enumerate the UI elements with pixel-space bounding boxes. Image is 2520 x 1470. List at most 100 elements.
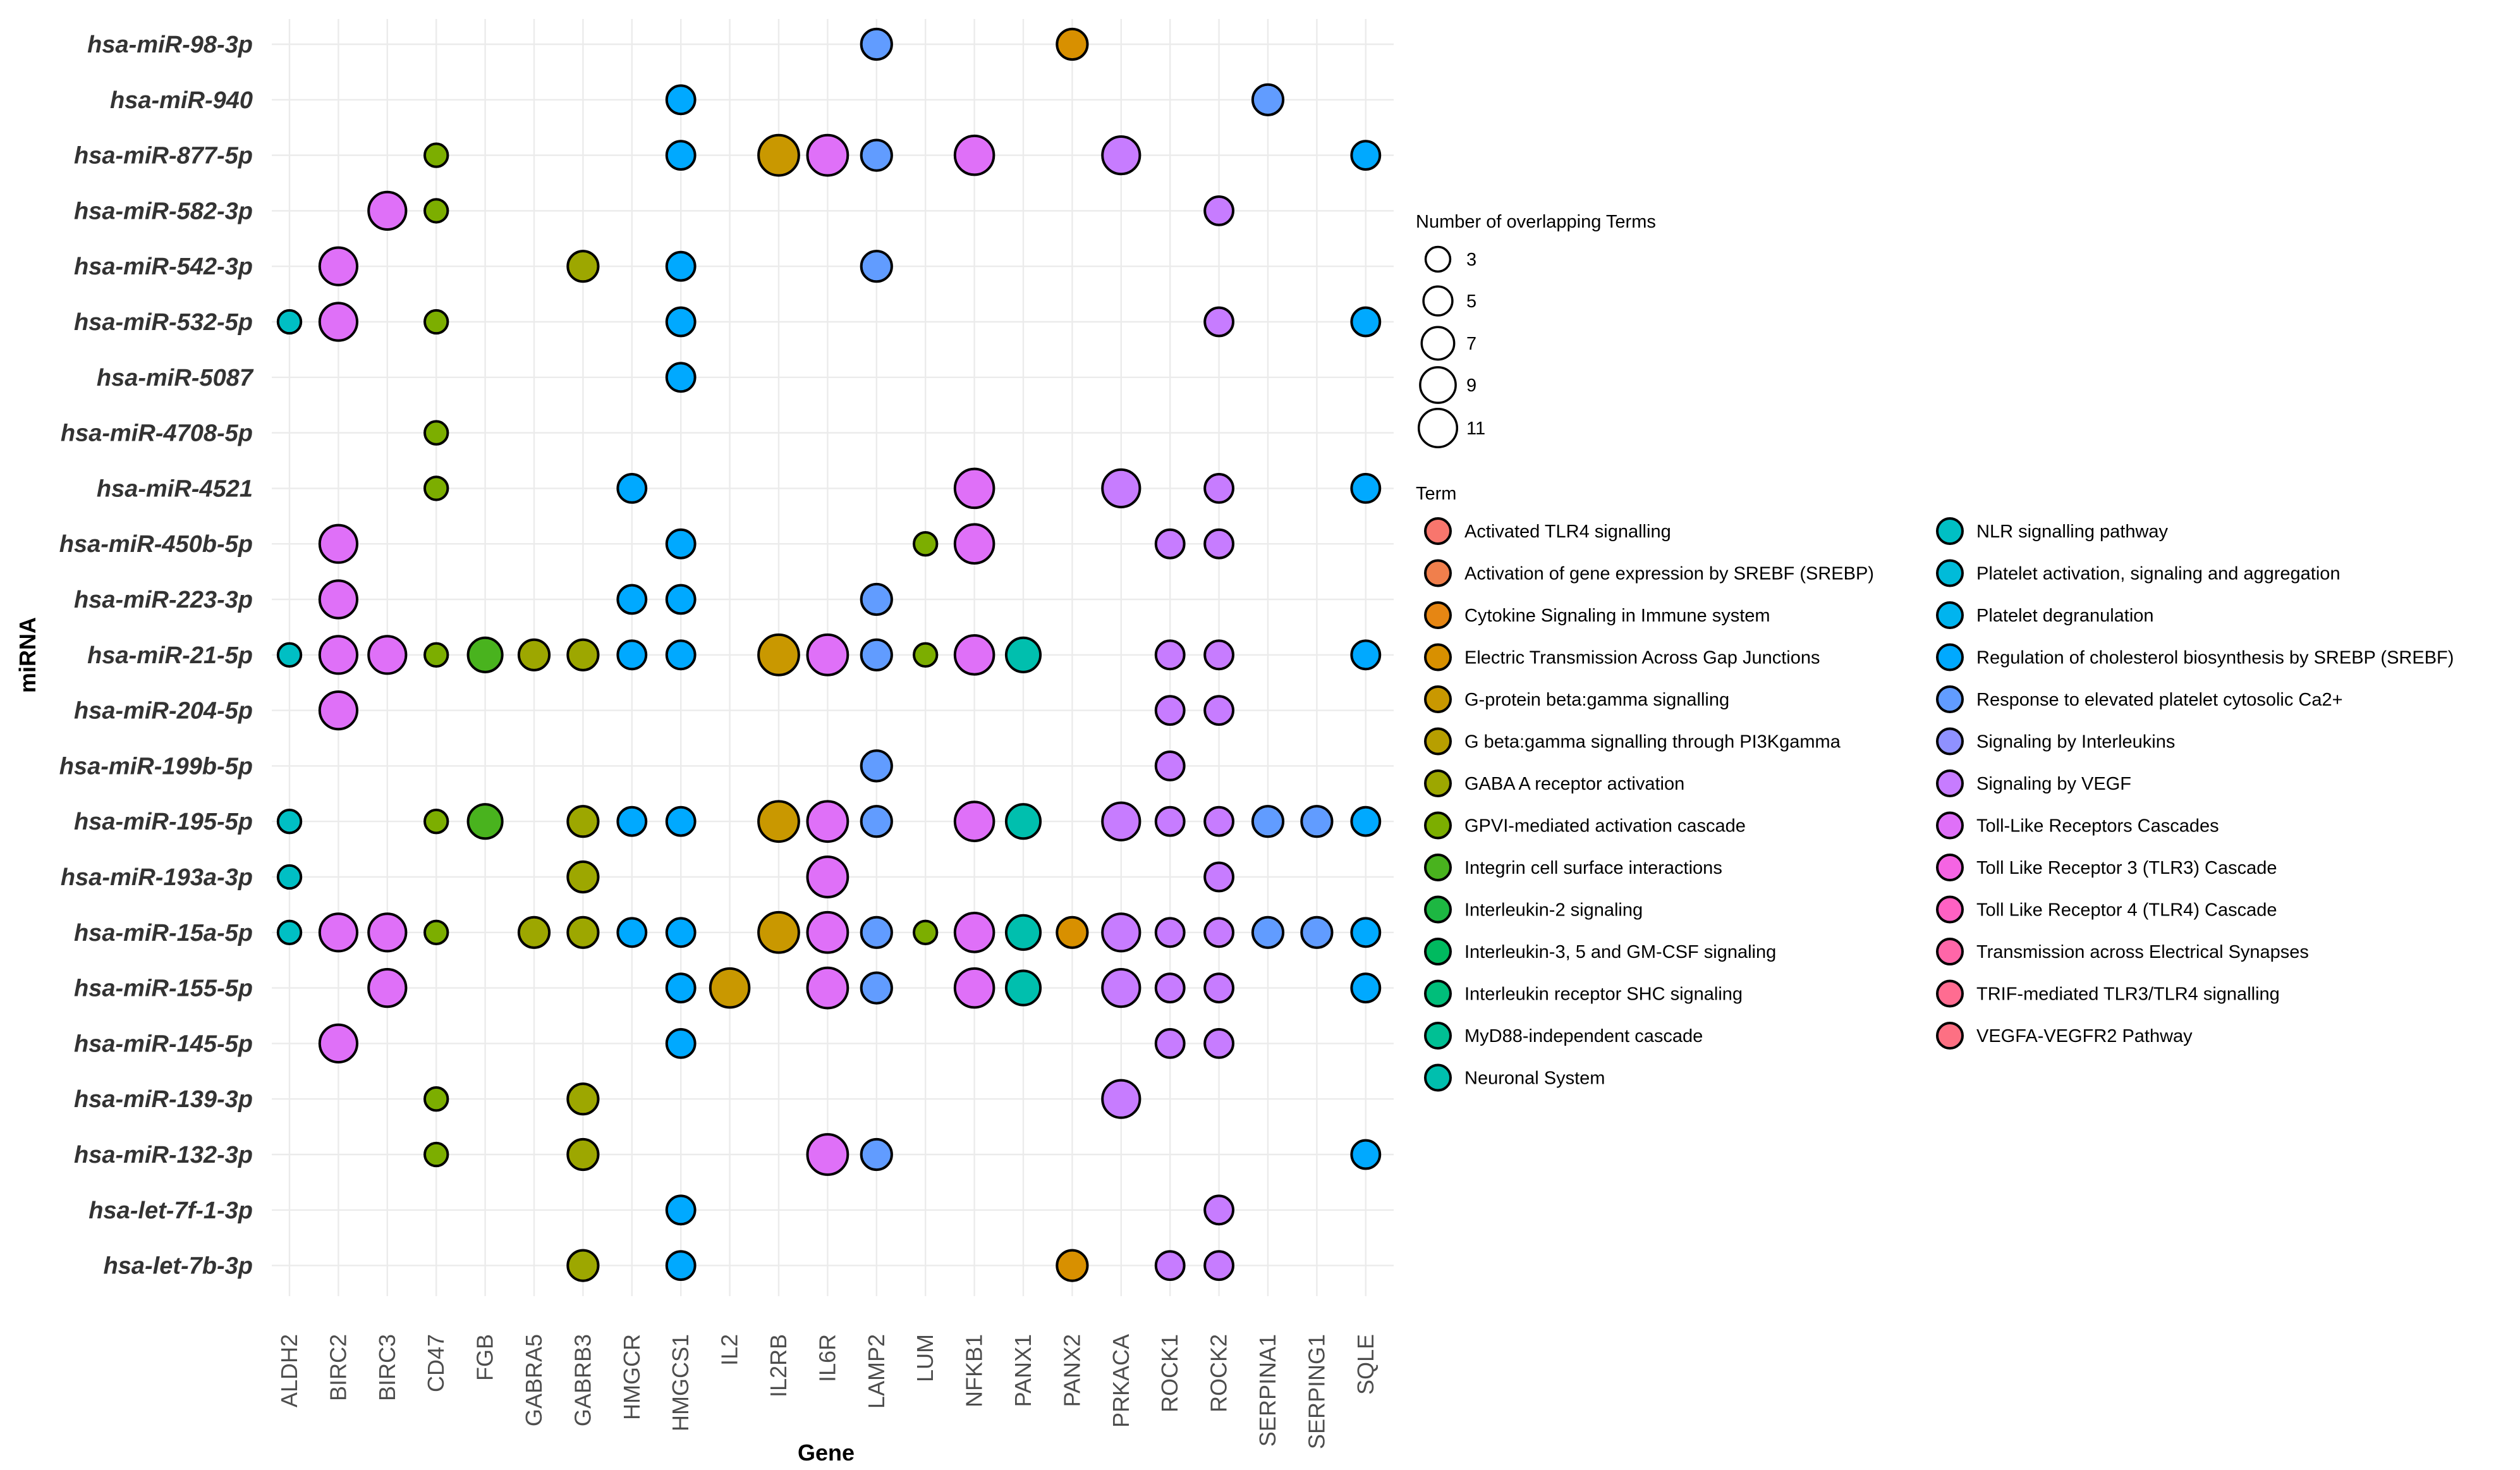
data-point bbox=[806, 633, 849, 677]
data-point bbox=[953, 800, 995, 842]
color-legend-key bbox=[1424, 643, 1452, 671]
data-point bbox=[566, 250, 600, 283]
data-point bbox=[1203, 861, 1234, 893]
color-legend-key bbox=[1936, 727, 1964, 756]
data-point bbox=[566, 916, 600, 949]
data-point bbox=[616, 584, 648, 615]
x-tick-label: SERPING1 bbox=[1303, 1334, 1329, 1449]
data-point bbox=[1004, 914, 1042, 951]
data-point bbox=[1154, 972, 1186, 1003]
data-point bbox=[1203, 528, 1234, 560]
data-point bbox=[665, 584, 697, 615]
y-tick-label: hsa-miR-223-3p bbox=[74, 587, 253, 613]
data-point bbox=[1203, 1250, 1234, 1281]
data-point bbox=[1154, 695, 1186, 726]
data-point bbox=[517, 638, 551, 671]
data-point bbox=[860, 805, 893, 838]
color-legend-label: TRIF-mediated TLR3/TLR4 signalling bbox=[1976, 984, 2280, 1005]
data-point bbox=[1203, 695, 1234, 726]
data-point bbox=[1203, 195, 1234, 226]
color-legend-label: G-protein beta:gamma signalling bbox=[1464, 690, 1729, 710]
x-tick-label: SQLE bbox=[1353, 1334, 1379, 1395]
x-tick-label: GABRB3 bbox=[569, 1334, 595, 1426]
data-point bbox=[423, 420, 449, 446]
data-point bbox=[953, 467, 995, 510]
data-point bbox=[1101, 968, 1141, 1008]
color-legend-label: Interleukin-2 signaling bbox=[1464, 900, 1643, 921]
data-point bbox=[1004, 636, 1042, 673]
x-tick-label: IL6R bbox=[814, 1334, 840, 1382]
color-legend-label: VEGFA-VEGFR2 Pathway bbox=[1976, 1026, 2193, 1046]
data-point bbox=[566, 1082, 600, 1116]
color-legend-title: Term bbox=[1416, 484, 1456, 504]
y-tick-label: hsa-miR-582-3p bbox=[74, 198, 253, 224]
data-point bbox=[276, 642, 303, 668]
y-tick-label: hsa-miR-155-5p bbox=[74, 976, 253, 1002]
data-point bbox=[1350, 972, 1382, 1003]
data-point bbox=[423, 1086, 449, 1112]
data-point bbox=[665, 1250, 697, 1281]
x-axis-title: Gene bbox=[798, 1440, 855, 1466]
y-tick-label: hsa-miR-199b-5p bbox=[59, 753, 253, 780]
data-point bbox=[318, 690, 359, 731]
size-legend-key bbox=[1422, 285, 1454, 317]
data-point bbox=[423, 809, 449, 835]
color-legend-key bbox=[1936, 517, 1964, 545]
data-point bbox=[1101, 1079, 1141, 1119]
data-point bbox=[953, 967, 995, 1009]
color-legend-key bbox=[1936, 559, 1964, 587]
data-point bbox=[1350, 639, 1382, 671]
data-point bbox=[566, 638, 600, 671]
data-point bbox=[860, 138, 893, 172]
data-point bbox=[953, 523, 995, 565]
data-point bbox=[1154, 528, 1186, 560]
color-legend-key bbox=[1936, 685, 1964, 713]
y-tick-label: hsa-miR-204-5p bbox=[74, 698, 253, 725]
color-legend-label: Platelet activation, signaling and aggre… bbox=[1976, 564, 2340, 584]
color-legend-label: MyD88-independent cascade bbox=[1464, 1026, 1703, 1046]
data-point bbox=[1154, 1028, 1186, 1059]
data-point bbox=[1154, 805, 1186, 837]
x-tick-label: PANX2 bbox=[1059, 1334, 1085, 1407]
color-legend-key bbox=[1424, 1063, 1452, 1092]
data-point bbox=[276, 864, 303, 890]
color-legend-label: Integrin cell surface interactions bbox=[1464, 858, 1722, 878]
data-point bbox=[318, 246, 359, 286]
data-point bbox=[1251, 83, 1285, 116]
color-legend-key bbox=[1936, 895, 1964, 924]
y-axis-tick-labels: hsa-miR-98-3p hsa-miR-940 hsa-miR-877-5p hs… bbox=[59, 32, 254, 1280]
y-tick-label: hsa-miR-21-5p bbox=[87, 642, 253, 669]
data-point bbox=[860, 582, 893, 616]
size-legend-label: 3 bbox=[1466, 250, 1476, 270]
data-point bbox=[953, 134, 995, 176]
color-legend-key bbox=[1424, 601, 1452, 629]
y-tick-label: hsa-miR-532-5p bbox=[74, 309, 253, 336]
x-tick-label: ALDH2 bbox=[276, 1334, 302, 1407]
data-point bbox=[860, 27, 893, 61]
color-legend-key bbox=[1936, 854, 1964, 881]
color-legend-key bbox=[1424, 938, 1452, 965]
data-point bbox=[566, 1137, 600, 1172]
color-legend-label: Response to elevated platelet cytosolic … bbox=[1976, 690, 2343, 710]
data-point bbox=[913, 531, 939, 557]
data-point bbox=[1004, 803, 1042, 840]
data-point bbox=[757, 633, 800, 677]
x-tick-label: SERPINA1 bbox=[1255, 1334, 1281, 1447]
data-point bbox=[1203, 473, 1234, 504]
x-tick-label: CD47 bbox=[423, 1334, 449, 1392]
color-legend-label: Interleukin-3, 5 and GM-CSF signaling bbox=[1464, 942, 1776, 962]
color-legend-key bbox=[1936, 643, 1964, 671]
color-legend-label: Signaling by VEGF bbox=[1976, 774, 2131, 794]
data-point bbox=[953, 912, 995, 953]
data-point bbox=[665, 972, 697, 1003]
data-point bbox=[423, 1141, 449, 1168]
data-point bbox=[1004, 969, 1042, 1007]
data-point bbox=[1203, 972, 1234, 1003]
color-legend-label: Transmission across Electrical Synapses bbox=[1976, 942, 2309, 962]
color-legend-label: Activation of gene expression by SREBF (… bbox=[1464, 564, 1874, 584]
data-point bbox=[423, 475, 449, 501]
y-tick-label: hsa-let-7b-3p bbox=[104, 1253, 253, 1280]
data-point bbox=[566, 860, 600, 894]
color-legend-key bbox=[1424, 979, 1452, 1008]
